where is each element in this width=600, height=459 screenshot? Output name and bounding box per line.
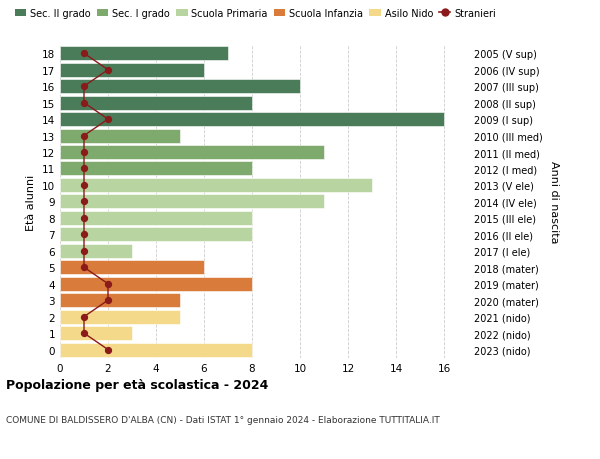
Point [79,215,89,222]
Y-axis label: Età alunni: Età alunni [26,174,37,230]
Point [79,264,89,271]
Bar [60,343,252,357]
Point [79,330,89,337]
Bar [60,129,180,143]
Bar [60,113,444,127]
Bar [60,179,372,192]
Point [79,149,89,157]
Legend: Sec. II grado, Sec. I grado, Scuola Primaria, Scuola Infanzia, Asilo Nido, Stran: Sec. II grado, Sec. I grado, Scuola Prim… [11,5,500,22]
Bar [60,63,204,78]
Point [103,116,113,123]
Bar [60,96,252,110]
Point [79,165,89,173]
Point [79,100,89,107]
Point [103,280,113,288]
Point [79,231,89,239]
Bar [60,80,300,94]
Text: COMUNE DI BALDISSERO D'ALBA (CN) - Dati ISTAT 1° gennaio 2024 - Elaborazione TUT: COMUNE DI BALDISSERO D'ALBA (CN) - Dati … [6,415,440,425]
Bar [60,212,252,225]
Bar [60,294,180,308]
Bar [60,326,132,341]
Y-axis label: Anni di nascita: Anni di nascita [549,161,559,243]
Point [103,67,113,74]
Text: Popolazione per età scolastica - 2024: Popolazione per età scolastica - 2024 [6,379,268,392]
Bar [60,146,324,160]
Point [79,313,89,321]
Point [79,182,89,189]
Bar [60,277,252,291]
Point [79,247,89,255]
Bar [60,195,324,209]
Bar [60,244,132,258]
Point [79,133,89,140]
Bar [60,228,252,242]
Bar [60,310,180,324]
Bar [60,47,228,61]
Point [103,297,113,304]
Point [79,83,89,90]
Point [103,346,113,353]
Bar [60,162,252,176]
Bar [60,261,204,274]
Point [79,50,89,58]
Point [79,198,89,206]
